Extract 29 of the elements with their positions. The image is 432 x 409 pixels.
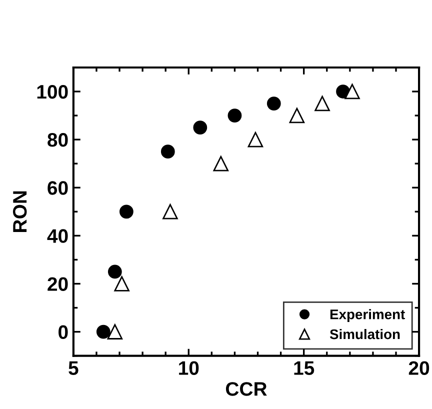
- y-tick-label: 0: [58, 325, 68, 340]
- legend-label: Simulation: [330, 328, 400, 340]
- point: [266, 96, 281, 110]
- point: [96, 324, 110, 339]
- point: [248, 132, 264, 148]
- x-axis-title: CCR: [226, 382, 267, 396]
- x-tick-label: 20: [408, 361, 430, 375]
- point: [344, 84, 360, 100]
- y-tick-label: 20: [48, 277, 68, 291]
- point: [213, 156, 229, 172]
- x-tick-label: 15: [294, 361, 314, 375]
- y-tick-label: 80: [48, 133, 68, 147]
- point: [228, 108, 242, 122]
- y-axis-title: RON: [12, 191, 27, 232]
- legend-label: Experiment: [330, 309, 405, 322]
- point: [160, 144, 175, 159]
- point: [108, 264, 122, 279]
- point: [162, 204, 178, 220]
- y-tick-label: 60: [48, 181, 68, 195]
- x-tick-label: 5: [68, 361, 78, 375]
- point: [289, 108, 305, 124]
- point: [314, 96, 330, 112]
- point: [114, 276, 130, 292]
- point: [119, 204, 134, 219]
- point: [193, 120, 208, 134]
- x-tick-label: 10: [179, 361, 199, 375]
- point: [107, 324, 123, 340]
- y-tick-label: 100: [37, 84, 68, 99]
- y-tick-label: 40: [47, 229, 68, 243]
